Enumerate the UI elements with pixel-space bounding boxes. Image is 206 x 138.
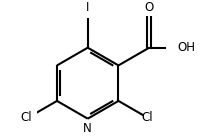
Text: OH: OH — [177, 41, 195, 54]
Text: Cl: Cl — [20, 111, 32, 124]
Text: N: N — [83, 122, 92, 136]
Text: I: I — [86, 1, 89, 14]
Text: O: O — [145, 1, 154, 14]
Text: Cl: Cl — [142, 111, 153, 124]
